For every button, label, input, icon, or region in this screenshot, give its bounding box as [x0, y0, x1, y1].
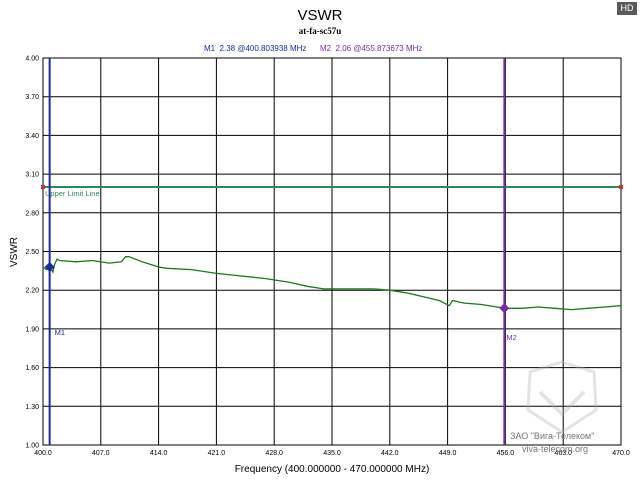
x-tick-label: 442.0: [381, 450, 399, 457]
x-tick-label: 428.0: [265, 450, 283, 457]
watermark-company: ЗАО "Вига-Телеком": [510, 431, 594, 441]
x-tick-label: 435.0: [323, 450, 341, 457]
y-tick-label: 2.80: [25, 210, 39, 217]
y-tick-label: 4.00: [25, 56, 39, 63]
marker-m1-diamond-icon: [44, 261, 55, 272]
x-tick-label: 463.0: [554, 450, 572, 457]
y-tick-label: 1.90: [25, 326, 39, 333]
x-tick-label: 414.0: [150, 450, 168, 457]
y-axis-label: VSWR: [9, 237, 20, 267]
y-tick-label: 1.00: [25, 443, 39, 450]
x-tick-label: 400.0: [34, 450, 52, 457]
hd-badge: HD: [617, 2, 637, 15]
y-tick-label: 3.70: [25, 94, 39, 101]
watermark-site: viva-telecom.org: [522, 444, 588, 454]
marker-m1-label: M1: [55, 328, 65, 337]
watermark-shield-icon: [526, 360, 598, 434]
axis-ticks: 400.0 407.0 414.0 421.0 428.0 435.0 442.0 449.0…: [25, 56, 629, 458]
marker-m2-readout: M2 2.06 @455.873673 MHz: [320, 44, 422, 53]
limit-line-left-handle: [41, 185, 45, 189]
y-tick-label: 2.50: [25, 249, 39, 256]
x-tick-label: 449.0: [439, 450, 457, 457]
y-tick-label: 3.40: [25, 133, 39, 140]
limit-line-label: Upper Limit Line: [45, 189, 100, 198]
chart-subtitle: at-fa-sc57u: [299, 26, 342, 36]
marker-m1-readout: M1 2.38 @400.803938 MHz: [204, 44, 306, 53]
chart-title: VSWR: [298, 7, 343, 24]
marker-m2-label: M2: [506, 333, 516, 342]
y-tick-label: 2.20: [25, 288, 39, 295]
x-axis-label: Frequency (400.000000 - 470.000000 MHz): [235, 464, 430, 475]
watermark: [526, 360, 598, 434]
x-tick-label: 456.0: [497, 450, 515, 457]
grid: [43, 58, 621, 445]
x-tick-label: 421.0: [208, 450, 226, 457]
marker-m2-diamond-icon: [499, 303, 510, 314]
y-tick-label: 1.30: [25, 404, 39, 411]
watermark-chevron-icon: [538, 390, 586, 417]
limit-line-right-handle: [619, 185, 623, 189]
y-tick-label: 3.10: [25, 172, 39, 179]
upper-limit-line: [41, 185, 623, 189]
x-tick-label: 470.0: [612, 450, 630, 457]
y-tick-label: 1.60: [25, 365, 39, 372]
x-tick-label: 407.0: [92, 450, 110, 457]
markers-layer: M1 M2: [44, 58, 517, 445]
